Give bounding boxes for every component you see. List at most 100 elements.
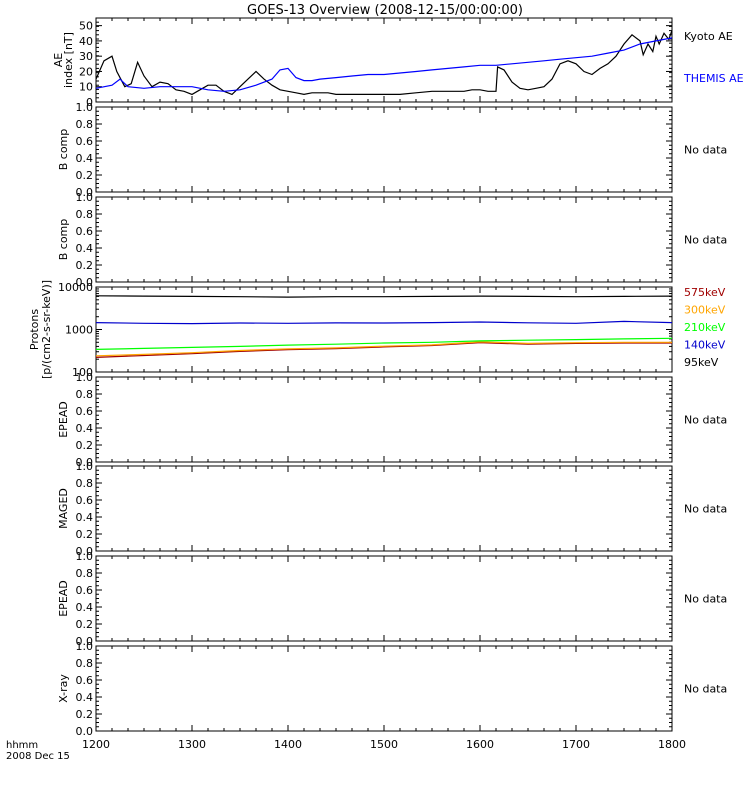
y-tick-label: 0.8 xyxy=(76,657,94,670)
y-tick-label: 1.0 xyxy=(76,550,94,563)
panel-frame xyxy=(95,106,673,193)
y-tick-label: 0.2 xyxy=(76,439,94,452)
y-tick-label: 30 xyxy=(79,50,93,63)
y-tick-label: 0.8 xyxy=(76,567,94,580)
panel-frame xyxy=(95,376,673,463)
panel-3: 0.0 0.2 0.4 0.6 0.8 1.0 B comp No data xyxy=(57,191,727,289)
y-axis-unit: [p/(cm2-s-sr-keV)] xyxy=(40,280,53,379)
panel-frame xyxy=(95,645,673,732)
no-data-note: No data xyxy=(684,593,727,606)
y-tick-label: 0.0 xyxy=(76,186,94,199)
x-tick-label: 1700 xyxy=(562,738,590,751)
y-tick-label: 1.0 xyxy=(76,371,94,384)
y-axis-label: X-ray xyxy=(57,674,70,703)
no-data-note: No data xyxy=(684,503,727,516)
legend-entry: 300keV xyxy=(684,304,726,317)
panel-frame xyxy=(95,465,673,552)
y-tick-label: 0.8 xyxy=(76,118,94,131)
y-axis-label: MAGED xyxy=(57,488,70,529)
y-tick-label: 0.6 xyxy=(76,584,94,597)
y-tick-label: 10000 xyxy=(58,281,93,294)
legend-entry: 210keV xyxy=(684,321,726,334)
panel-2: 0.0 0.2 0.4 0.6 0.8 1.0 B comp No data xyxy=(57,101,727,199)
y-axis-label: B comp xyxy=(57,219,70,261)
series-line-kyoto-ae xyxy=(95,30,673,96)
y-tick-label: 1.0 xyxy=(76,191,94,204)
panel-7: 0.0 0.2 0.4 0.6 0.8 1.0 EPEAD No data xyxy=(57,550,727,648)
y-tick-label: 0.4 xyxy=(76,152,94,165)
series-line-300kev xyxy=(95,341,672,357)
y-tick-label: 100 xyxy=(72,366,93,379)
panel-frame xyxy=(95,17,673,103)
y-tick-label: 0.2 xyxy=(76,618,94,631)
panel-6: 0.0 0.2 0.4 0.6 0.8 1.0 MAGED No data xyxy=(57,460,727,558)
legend-entry: THEMIS AE xyxy=(683,72,744,85)
y-tick-label: 0.2 xyxy=(76,169,94,182)
y-axis-label: B comp xyxy=(57,129,70,171)
series-line-140kev xyxy=(95,320,673,325)
y-tick-label: 0.8 xyxy=(76,388,94,401)
no-data-note: No data xyxy=(684,414,727,427)
y-tick-label: 0.4 xyxy=(76,242,94,255)
panel-4: 100 1000 10000 Protons [p/(cm2-s-sr-keV)] 575… xyxy=(28,280,726,379)
x-tick-label: 1500 xyxy=(370,738,398,751)
y-tick-label: 20 xyxy=(79,65,93,78)
y-axis-label: AE xyxy=(52,53,65,68)
y-tick-label: 50 xyxy=(79,20,93,33)
x-tick-label: 1800 xyxy=(658,738,686,751)
y-tick-label: 40 xyxy=(79,35,93,48)
y-tick-label: 10 xyxy=(79,81,93,94)
y-tick-label: 0.6 xyxy=(76,674,94,687)
legend-entry: 95keV xyxy=(684,356,719,369)
y-tick-label: 0.0 xyxy=(76,276,94,289)
legend-entry: 140keV xyxy=(684,339,726,352)
y-tick-label: 0.8 xyxy=(76,477,94,490)
panel-frame xyxy=(95,286,673,373)
y-tick-label: 1.0 xyxy=(76,460,94,473)
y-tick-label: 0.8 xyxy=(76,208,94,221)
time-axis-label-date: 2008 Dec 15 xyxy=(6,751,70,762)
y-axis-unit: index [nT] xyxy=(62,32,75,88)
plot-title: GOES-13 Overview (2008-12-15/00:00:00) xyxy=(247,3,523,18)
y-tick-label: 0.4 xyxy=(76,511,94,524)
no-data-note: No data xyxy=(684,234,727,247)
y-tick-label: 0.4 xyxy=(76,691,94,704)
panel-5: 0.0 0.2 0.4 0.6 0.8 1.0 EPEAD No data xyxy=(57,371,727,469)
y-axis-label: Protons xyxy=(28,309,41,350)
panel-frame xyxy=(95,555,673,642)
y-tick-label: 1.0 xyxy=(76,101,94,114)
y-tick-label: 0.4 xyxy=(76,601,94,614)
y-axis-label: EPEAD xyxy=(57,580,70,617)
y-tick-label: 0.2 xyxy=(76,259,94,272)
x-tick-label: 1400 xyxy=(274,738,302,751)
y-tick-label: 0.6 xyxy=(76,494,94,507)
y-tick-label: 0.6 xyxy=(76,135,94,148)
no-data-note: No data xyxy=(684,144,727,157)
time-axis: 1200 1300 1400 1500 1600 1700 1800 xyxy=(82,738,686,751)
y-tick-label: 0.6 xyxy=(76,225,94,238)
time-axis-label-hhmm: hhmm xyxy=(6,740,38,751)
y-axis-label: EPEAD xyxy=(57,401,70,438)
series-line-575kev xyxy=(95,342,672,358)
panel-8: 0.0 0.2 0.4 0.6 0.8 1.0 X-ray No data xyxy=(57,640,727,738)
y-tick-label: 1.0 xyxy=(76,640,94,653)
y-tick-label: 0.0 xyxy=(76,456,94,469)
y-tick-label: 0.6 xyxy=(76,405,94,418)
panel-frame xyxy=(95,196,673,283)
y-tick-label: 0 xyxy=(86,96,93,109)
series-line-themis-ae xyxy=(95,37,673,92)
y-tick-label: 0.0 xyxy=(76,545,94,558)
legend-entry: Kyoto AE xyxy=(684,30,733,43)
y-tick-label: 0.4 xyxy=(76,422,94,435)
y-tick-label: 1000 xyxy=(65,324,93,337)
legend-entry: 575keV xyxy=(684,286,726,299)
series-line-95kev xyxy=(95,295,673,298)
no-data-note: No data xyxy=(684,683,727,696)
y-tick-label: 0.2 xyxy=(76,708,94,721)
series-line-210kev xyxy=(95,337,673,350)
y-tick-label: 0.0 xyxy=(76,725,94,738)
x-tick-label: 1200 xyxy=(82,738,110,751)
